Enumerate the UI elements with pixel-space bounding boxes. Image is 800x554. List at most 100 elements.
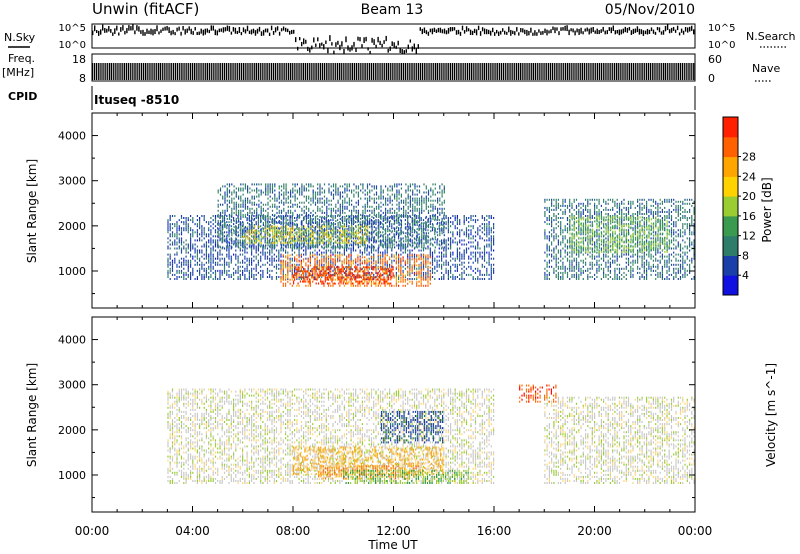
heatmap-cell [474, 278, 477, 280]
heatmap-cell [267, 226, 269, 229]
heatmap-cell [405, 236, 407, 239]
heatmap-cell [205, 257, 207, 260]
heatmap-cell [240, 217, 242, 220]
heatmap-cell [310, 185, 312, 188]
heatmap-cell [373, 193, 375, 196]
heatmap-cell [171, 267, 174, 270]
heatmap-cell [479, 269, 481, 272]
heatmap-cell [330, 249, 332, 252]
heatmap-cell [373, 273, 375, 276]
heatmap-cell [167, 225, 169, 228]
heatmap-cell [454, 269, 456, 272]
heatmap-cell [429, 215, 431, 217]
nsky-bar [108, 26, 110, 32]
freq-bar [331, 63, 333, 80]
heatmap-cell [366, 253, 368, 256]
heatmap-cell [342, 191, 344, 194]
heatmap-cell [187, 247, 189, 250]
heatmap-cell [386, 263, 388, 266]
heatmap-cell [394, 211, 396, 214]
heatmap-cell [292, 205, 294, 208]
nsky-bar [305, 39, 307, 44]
heatmap-cell [427, 229, 429, 232]
heatmap-cell [224, 197, 226, 200]
heatmap-cell [274, 217, 276, 220]
heatmap-cell [319, 230, 321, 233]
heatmap-cell [452, 273, 454, 276]
heatmap-cell [285, 238, 287, 241]
nsky-bar [100, 29, 102, 35]
heatmap-cell [256, 187, 258, 190]
heatmap-cell [387, 236, 389, 239]
heatmap-cell [323, 230, 326, 233]
freq-bar [329, 63, 331, 80]
heatmap-cell [366, 249, 368, 252]
heatmap-cell [362, 185, 364, 188]
heatmap-cell [490, 243, 492, 246]
freq-bar [342, 63, 344, 80]
heatmap-cell [260, 215, 262, 217]
heatmap-cell [267, 213, 269, 216]
heatmap-cell [439, 207, 441, 210]
heatmap-cell [463, 271, 465, 274]
heatmap-cell [441, 247, 443, 250]
freq-bar [595, 63, 597, 80]
freq-bar [683, 63, 685, 80]
heatmap-cell [291, 249, 293, 252]
heatmap-cell [447, 269, 449, 272]
heatmap-cell [249, 246, 251, 249]
heatmap-cell [459, 233, 461, 236]
heatmap-cell [366, 220, 369, 222]
freq-bar [418, 63, 420, 80]
nsky-bar [393, 42, 395, 49]
heatmap-cell [393, 223, 395, 226]
heatmap-cell [378, 222, 380, 224]
heatmap-cell [391, 225, 393, 228]
heatmap-cell [386, 249, 388, 252]
nsky-bar [439, 27, 442, 33]
heatmap-cell [454, 278, 456, 280]
heatmap-cell [373, 247, 375, 250]
heatmap-cell [342, 195, 344, 198]
heatmap-cell [486, 225, 488, 228]
heatmap-cell [312, 213, 314, 216]
heatmap-cell [437, 238, 439, 241]
heatmap-cell [312, 199, 314, 202]
heatmap-cell [339, 222, 341, 224]
heatmap-cell [437, 197, 439, 200]
heatmap-cell [214, 231, 217, 234]
heatmap-cell [486, 229, 488, 232]
heatmap-cell [316, 215, 318, 217]
heatmap-cell [290, 246, 292, 249]
freq-bar [344, 63, 346, 80]
heatmap-cell [355, 191, 357, 194]
heatmap-cell [468, 221, 470, 224]
heatmap-cell [369, 238, 371, 241]
heatmap-cell [185, 229, 187, 232]
heatmap-cell [416, 201, 418, 204]
heatmap-cell [257, 223, 259, 226]
nsky-bar [399, 48, 401, 53]
heatmap-cell [326, 207, 328, 210]
heatmap-cell [242, 228, 244, 231]
heatmap-cell [326, 197, 328, 200]
heatmap-cell [483, 233, 486, 236]
heatmap-cell [377, 251, 379, 254]
heatmap-cell [330, 261, 332, 264]
heatmap-cell [443, 278, 445, 280]
heatmap-cell [249, 228, 251, 231]
heatmap-cell [398, 229, 400, 232]
heatmap-cell [425, 247, 427, 250]
heatmap-cell [490, 278, 492, 280]
heatmap-cell [418, 238, 421, 241]
heatmap-cell [463, 215, 465, 217]
heatmap-cell [386, 221, 388, 224]
heatmap-cell [411, 255, 413, 258]
nsky-bar [361, 44, 363, 48]
heatmap-cell [443, 253, 445, 256]
nsky-bar [445, 30, 448, 35]
nsky-bar [528, 30, 530, 36]
nsky-bar [335, 42, 337, 47]
heatmap-cell [483, 229, 486, 232]
nsky-bar [684, 27, 687, 32]
